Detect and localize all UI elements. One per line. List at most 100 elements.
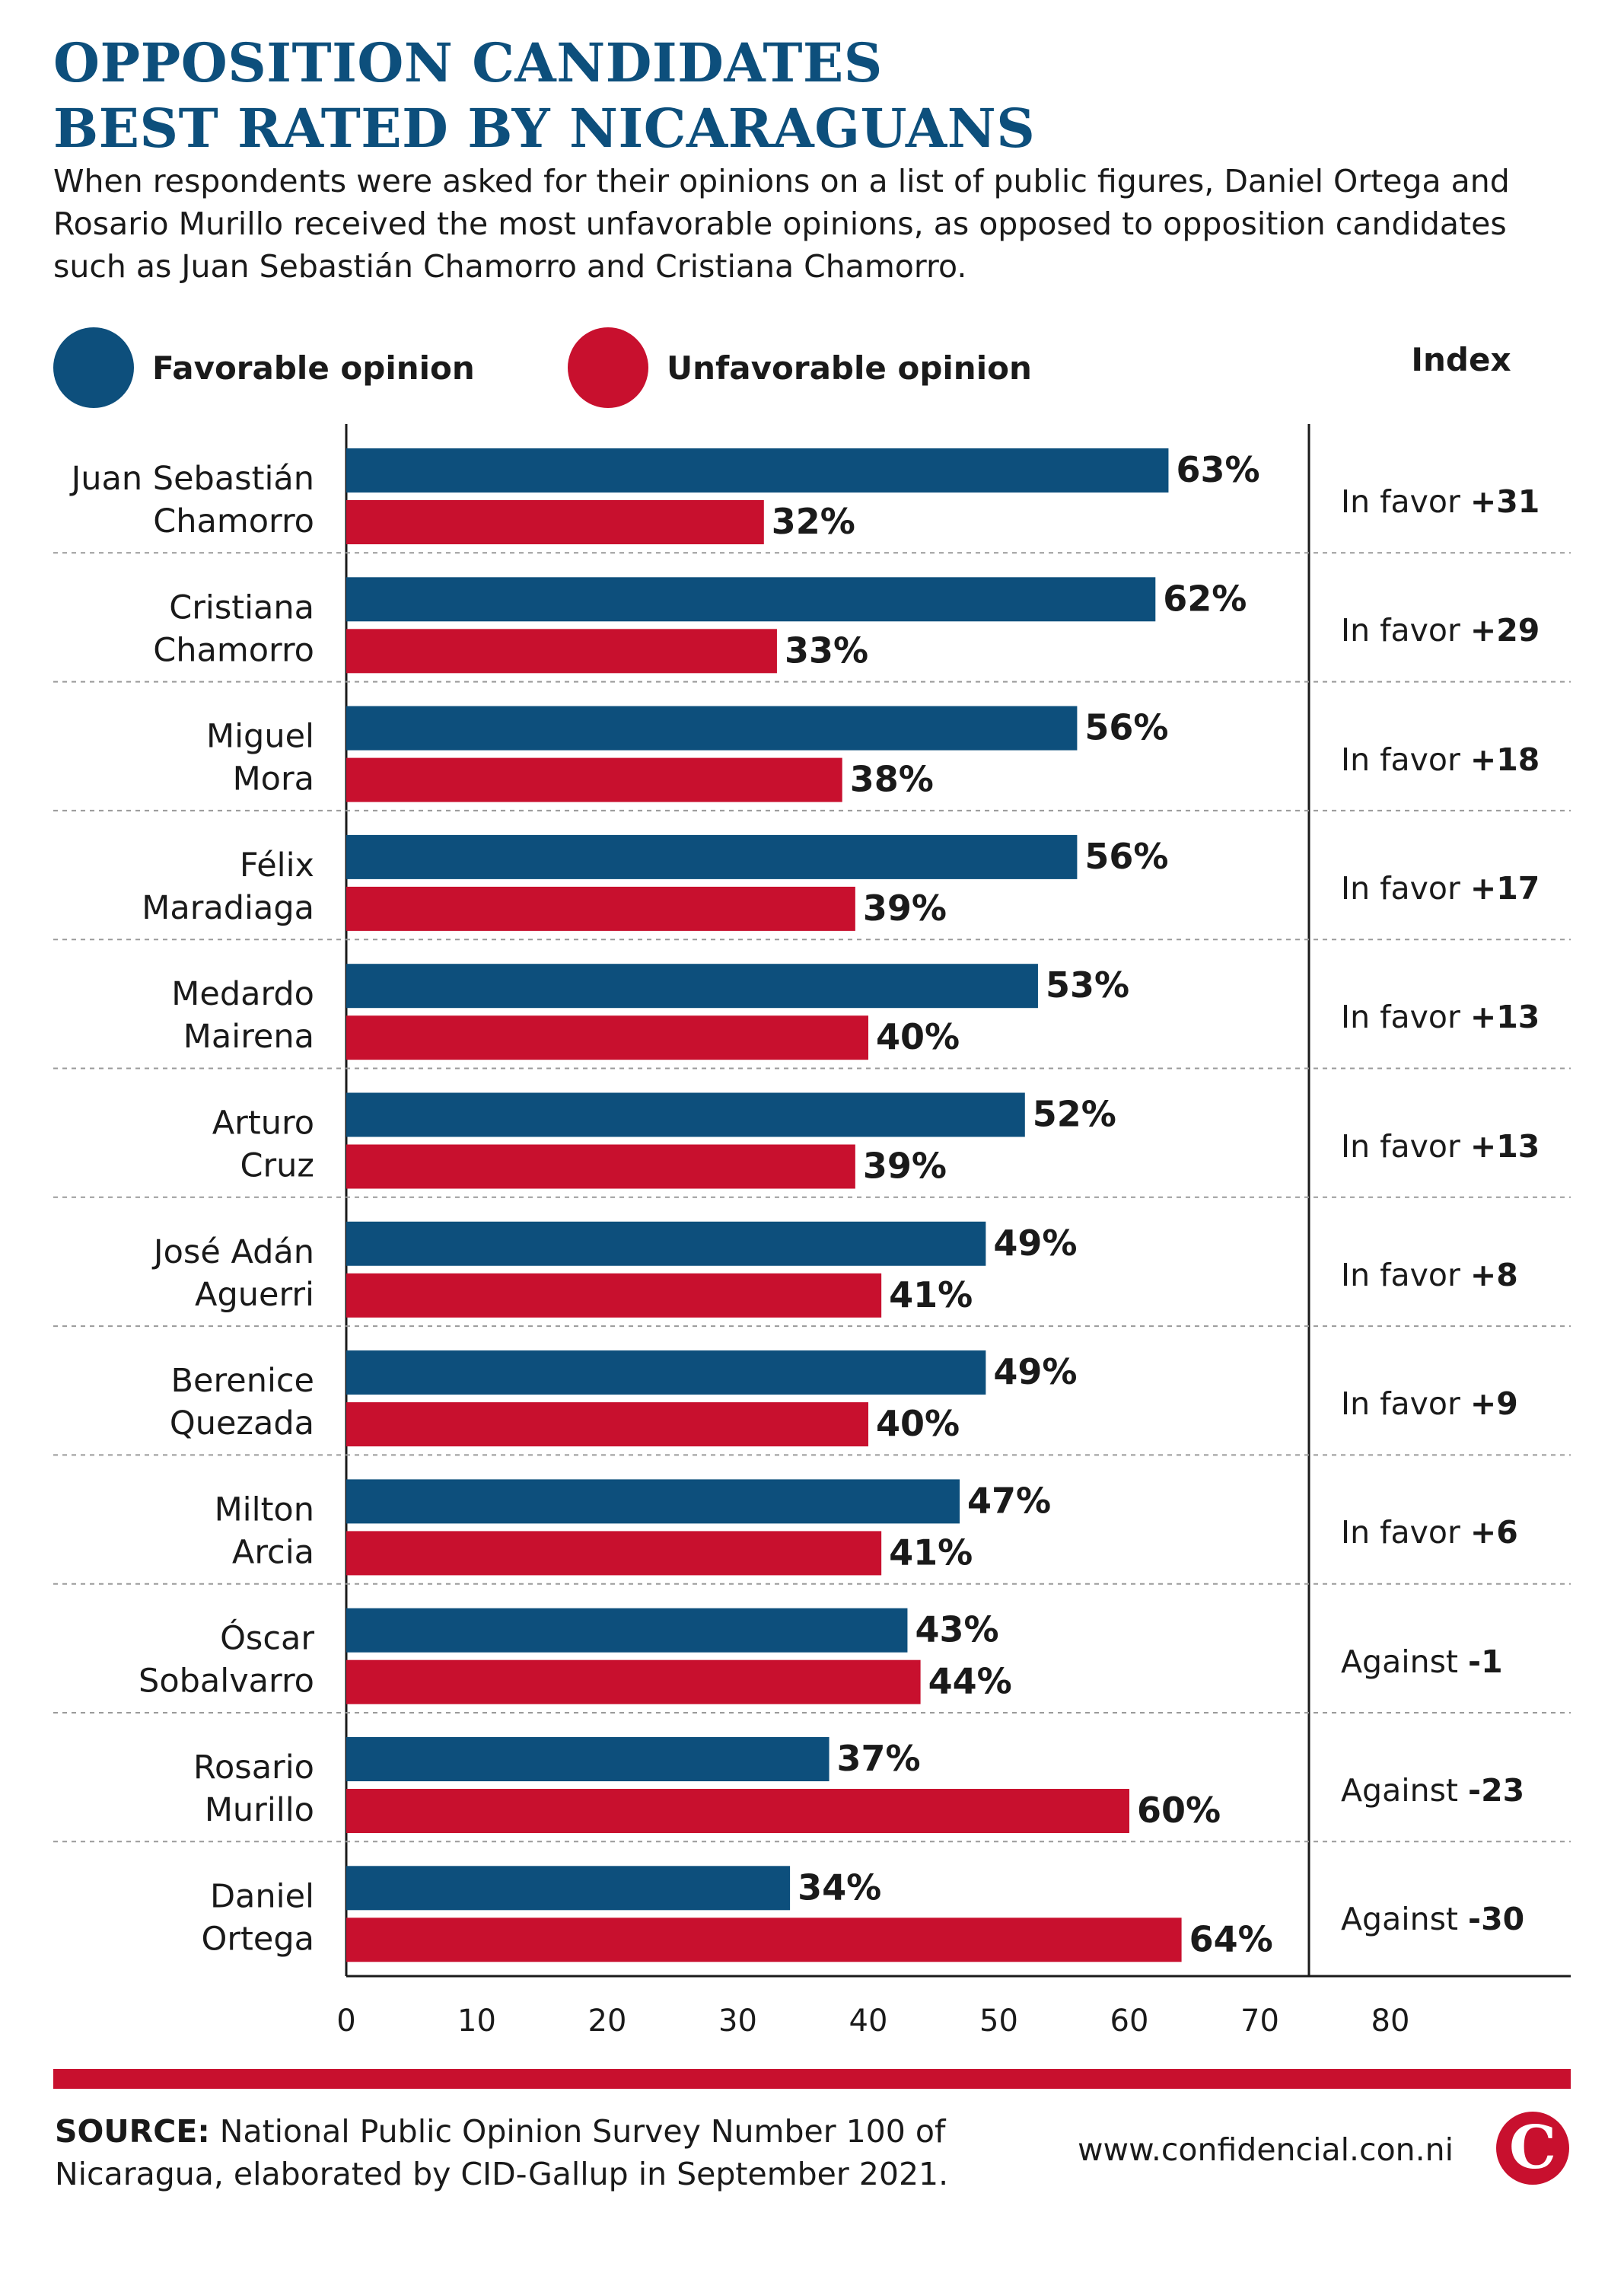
legend-favorable-swatch bbox=[53, 327, 134, 408]
category-label: Medardo bbox=[171, 975, 314, 1013]
index-number: +17 bbox=[1470, 869, 1540, 907]
data-label-favorable: 47% bbox=[967, 1480, 1051, 1521]
legend-unfavorable-label: Unfavorable opinion bbox=[667, 349, 1032, 387]
category-label: Chamorro bbox=[153, 502, 314, 540]
category-label: Arturo bbox=[212, 1105, 314, 1143]
title-line-1: OPPOSITION CANDIDATES bbox=[53, 31, 883, 94]
index-value: In favor +18 bbox=[1341, 741, 1540, 778]
bar-unfavorable bbox=[346, 1402, 868, 1447]
bar-unfavorable bbox=[346, 1144, 855, 1189]
index-number: -30 bbox=[1468, 1901, 1525, 1938]
data-label-unfavorable: 39% bbox=[863, 888, 947, 929]
bar-unfavorable bbox=[346, 1918, 1182, 1962]
data-label-favorable: 34% bbox=[798, 1867, 881, 1908]
index-value: In favor +13 bbox=[1341, 999, 1540, 1035]
website-link[interactable]: www.confidencial.con.ni bbox=[1078, 2131, 1454, 2168]
index-value: In favor +6 bbox=[1341, 1514, 1518, 1551]
bar-favorable bbox=[346, 1608, 908, 1653]
data-label-unfavorable: 33% bbox=[785, 630, 868, 671]
bar-favorable bbox=[346, 1221, 986, 1266]
index-value: In favor +29 bbox=[1341, 612, 1540, 649]
x-tick-label: 30 bbox=[718, 2004, 757, 2039]
category-label: Aguerri bbox=[195, 1276, 314, 1314]
bar-favorable bbox=[346, 706, 1078, 751]
category-label: Ortega bbox=[202, 1920, 314, 1958]
bar-unfavorable bbox=[346, 1273, 882, 1318]
category-label: Sobalvarro bbox=[139, 1663, 314, 1701]
category-label: Rosario bbox=[193, 1749, 314, 1787]
data-label-favorable: 53% bbox=[1046, 964, 1129, 1006]
bar-favorable bbox=[346, 577, 1156, 622]
index-number: +13 bbox=[1470, 999, 1540, 1036]
data-label-favorable: 49% bbox=[993, 1223, 1077, 1264]
x-tick-label: 10 bbox=[457, 2004, 496, 2039]
index-value: Against -23 bbox=[1341, 1772, 1524, 1809]
category-label: Milton bbox=[215, 1490, 314, 1529]
index-label: In favor bbox=[1341, 1385, 1470, 1423]
index-label: In favor bbox=[1341, 741, 1470, 778]
bar-unfavorable bbox=[346, 500, 764, 544]
source-note: SOURCE: National Public Opinion Survey N… bbox=[55, 2110, 1120, 2195]
bar-unfavorable bbox=[346, 757, 842, 802]
index-label: In favor bbox=[1341, 483, 1470, 520]
index-number: +9 bbox=[1470, 1385, 1518, 1423]
index-label: In favor bbox=[1341, 1256, 1470, 1293]
confidencial-logo: C bbox=[1496, 2112, 1569, 2185]
index-value: Against -30 bbox=[1341, 1901, 1524, 1937]
bar-favorable bbox=[346, 1737, 830, 1781]
bar-favorable bbox=[346, 1092, 1025, 1137]
legend-favorable-label: Favorable opinion bbox=[152, 349, 475, 387]
category-label: Arcia bbox=[232, 1533, 314, 1571]
title-line-2: BEST RATED BY NICARAGUANS bbox=[53, 97, 1036, 160]
category-label: Chamorro bbox=[153, 631, 314, 669]
index-header: Index bbox=[1411, 341, 1511, 378]
index-label: Against bbox=[1341, 1901, 1469, 1938]
chart-subtitle: When respondents were asked for their op… bbox=[53, 163, 1510, 285]
data-label-unfavorable: 38% bbox=[850, 759, 934, 800]
index-value: In favor +8 bbox=[1341, 1257, 1518, 1293]
bar-favorable bbox=[346, 1866, 791, 1911]
category-label: Óscar bbox=[220, 1619, 314, 1658]
source-text: National Public Opinion Survey Number 10… bbox=[55, 2113, 949, 2192]
category-label: Mairena bbox=[183, 1018, 314, 1056]
category-label: Daniel bbox=[210, 1877, 314, 1915]
data-label-unfavorable: 32% bbox=[772, 501, 855, 542]
x-tick-label: 20 bbox=[588, 2004, 627, 2039]
x-tick-label: 0 bbox=[336, 2004, 355, 2039]
data-label-unfavorable: 40% bbox=[876, 1403, 960, 1444]
data-label-favorable: 56% bbox=[1084, 836, 1168, 877]
category-label: Berenice bbox=[171, 1362, 314, 1400]
bar-favorable bbox=[346, 1479, 960, 1524]
footer-divider bbox=[53, 2069, 1571, 2089]
index-number: +6 bbox=[1470, 1514, 1518, 1551]
bar-favorable bbox=[346, 834, 1078, 879]
category-label: Cristiana bbox=[169, 588, 314, 626]
legend-favorable: Favorable opinion bbox=[53, 327, 475, 408]
data-label-favorable: 56% bbox=[1084, 707, 1168, 748]
index-label: In favor bbox=[1341, 999, 1470, 1036]
x-tick-label: 50 bbox=[979, 2004, 1018, 2039]
index-number: +31 bbox=[1470, 483, 1540, 520]
data-label-favorable: 62% bbox=[1163, 578, 1247, 619]
data-label-unfavorable: 60% bbox=[1137, 1790, 1221, 1831]
category-label: José Adán bbox=[151, 1233, 314, 1271]
data-label-unfavorable: 44% bbox=[928, 1661, 1012, 1702]
x-tick-label: 70 bbox=[1240, 2004, 1279, 2039]
index-label: Against bbox=[1341, 1643, 1469, 1680]
data-label-unfavorable: 40% bbox=[876, 1016, 960, 1057]
bar-favorable bbox=[346, 1350, 986, 1395]
source-label: SOURCE: bbox=[55, 2113, 210, 2150]
category-label: Miguel bbox=[206, 718, 314, 756]
data-label-unfavorable: 41% bbox=[889, 1274, 973, 1315]
data-label-favorable: 37% bbox=[837, 1738, 921, 1779]
x-tick-label: 60 bbox=[1110, 2004, 1149, 2039]
index-number: -23 bbox=[1468, 1772, 1525, 1809]
bar-unfavorable bbox=[346, 1659, 921, 1704]
index-label: Against bbox=[1341, 1772, 1469, 1809]
index-number: -1 bbox=[1468, 1643, 1503, 1680]
category-label: Quezada bbox=[170, 1404, 314, 1443]
data-label-favorable: 52% bbox=[1033, 1094, 1116, 1135]
bar-unfavorable bbox=[346, 886, 855, 931]
index-number: +8 bbox=[1470, 1256, 1518, 1293]
data-label-favorable: 43% bbox=[915, 1609, 998, 1650]
